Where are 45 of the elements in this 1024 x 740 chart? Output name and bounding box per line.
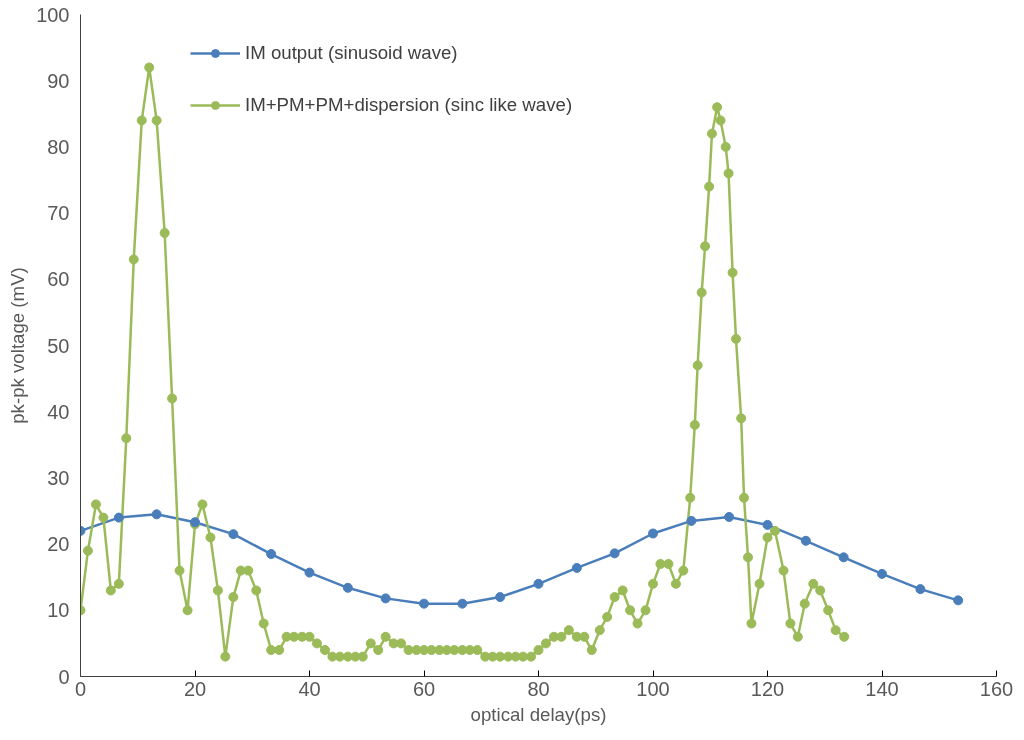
point — [228, 529, 239, 540]
x-tick-label: 20 — [183, 677, 207, 700]
point — [915, 584, 926, 595]
legend-label: IM+PM+PM+dispersion (sinc like wave) — [245, 94, 573, 116]
x-tick-label: 100 — [636, 677, 670, 700]
point — [151, 509, 162, 520]
x-tick-label: 160 — [979, 677, 1014, 700]
y-tick-label: 100 — [36, 3, 70, 26]
y-tick-label: 80 — [47, 135, 70, 158]
point — [648, 528, 658, 539]
point — [113, 512, 124, 523]
y-tick-label: 40 — [47, 400, 70, 423]
legend-label: IM output (sinusoid wave) — [245, 42, 458, 64]
point — [762, 519, 773, 530]
point — [724, 511, 735, 522]
y-tick-label: 90 — [47, 69, 70, 92]
point — [953, 595, 964, 606]
point — [457, 598, 468, 609]
point — [838, 552, 849, 563]
x-tick-label: 120 — [750, 677, 785, 700]
y-tick-label: 50 — [47, 334, 70, 357]
y-tick-label: 70 — [47, 202, 70, 225]
point — [304, 567, 315, 578]
x-axis-title: optical delay(ps) — [470, 703, 607, 725]
y-tick-label: 20 — [47, 533, 70, 556]
point — [266, 549, 277, 560]
x-tick-label: 0 — [74, 677, 87, 700]
point — [533, 578, 544, 589]
point — [380, 593, 391, 604]
x-tick-label: 40 — [298, 677, 321, 700]
y-tick-label: 10 — [47, 599, 70, 622]
point — [800, 535, 811, 546]
x-tick-label: 140 — [865, 677, 899, 700]
y-tick-label: 60 — [47, 268, 70, 291]
point — [571, 562, 582, 573]
x-tick-label: 60 — [412, 677, 436, 700]
point — [495, 592, 506, 603]
point — [609, 548, 620, 559]
x-tick-label: 80 — [527, 677, 550, 700]
y-tick-label: 30 — [47, 466, 70, 489]
point — [342, 582, 353, 593]
point — [419, 598, 429, 609]
point — [686, 515, 697, 526]
point — [877, 568, 887, 579]
y-axis-title: pk-pk voltage (mV) — [7, 267, 29, 424]
